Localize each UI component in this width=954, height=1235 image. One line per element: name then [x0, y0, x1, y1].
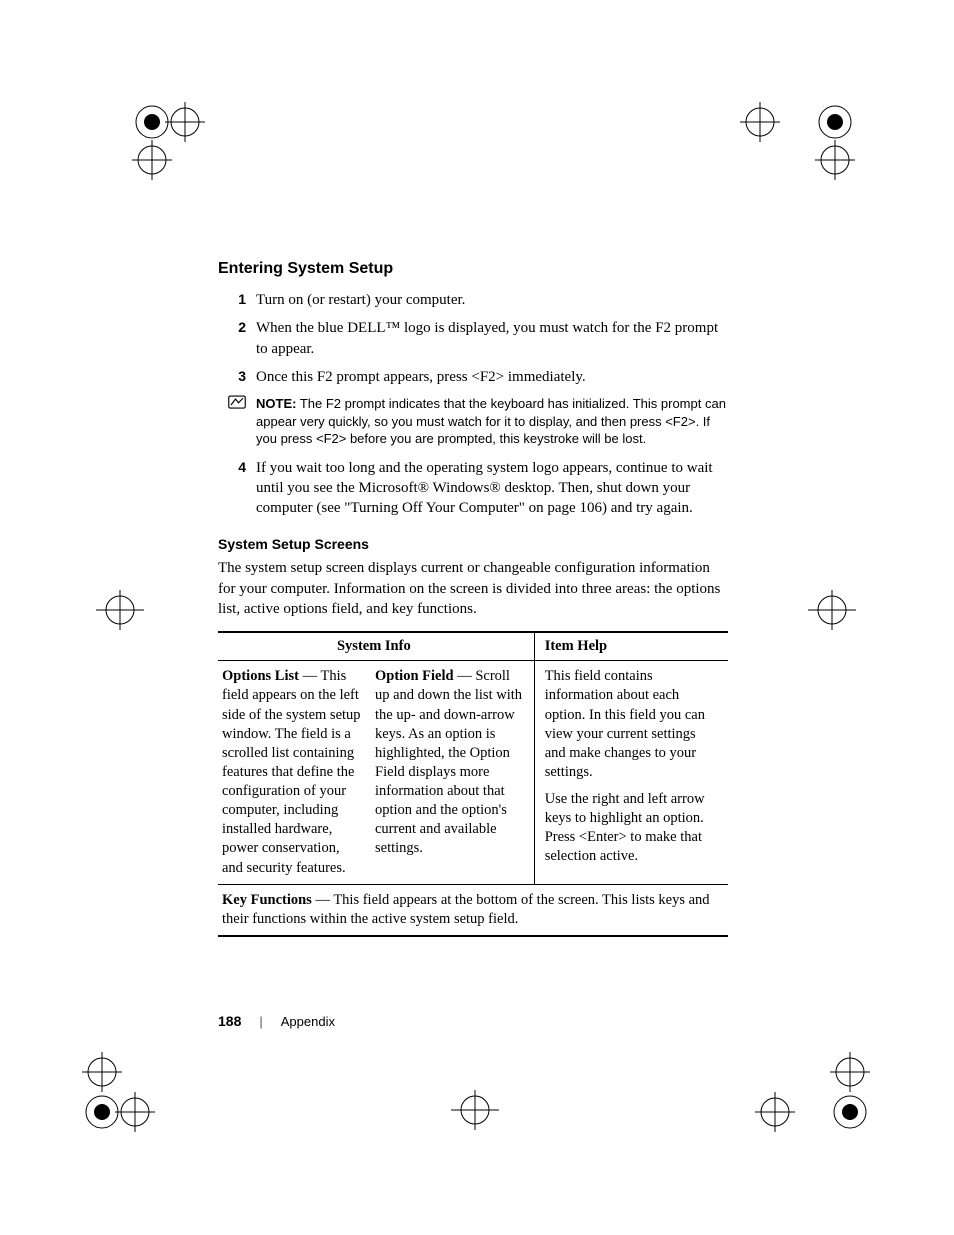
note-text: The F2 prompt indicates that the keyboar… — [256, 396, 726, 446]
table-row: Options List — This field appears on the… — [218, 661, 728, 884]
step-2: 2 When the blue DELL™ logo is displayed,… — [218, 318, 728, 359]
note-label: NOTE: — [256, 396, 296, 411]
regmark-top-right — [740, 100, 860, 195]
option-field-text: — Scroll up and down the list with the u… — [375, 668, 522, 856]
table-header-itemhelp: Item Help — [534, 632, 728, 661]
step-4: 4 If you wait too long and the operating… — [218, 458, 728, 519]
numbered-steps-cont: 4 If you wait too long and the operating… — [218, 458, 728, 519]
note-body: NOTE: The F2 prompt indicates that the k… — [256, 395, 728, 448]
page-number: 188 — [218, 1013, 241, 1029]
option-field-label: Option Field — [375, 668, 454, 684]
table-header-sysinfo: System Info — [218, 632, 534, 661]
cell-item-help: This field contains information about ea… — [534, 661, 728, 884]
sub-heading: System Setup Screens — [218, 536, 728, 552]
key-functions-label: Key Functions — [222, 892, 312, 908]
step-text: When the blue DELL™ logo is displayed, y… — [256, 318, 728, 359]
step-number: 3 — [218, 367, 256, 387]
regmark-bottom-right — [755, 1050, 875, 1145]
note-icon — [218, 395, 256, 448]
regmark-top-left — [130, 100, 220, 195]
step-number: 1 — [218, 290, 256, 310]
intro-paragraph: The system setup screen displays current… — [218, 558, 728, 619]
cell-key-functions: Key Functions — This field appears at th… — [218, 884, 728, 936]
step-1: 1 Turn on (or restart) your computer. — [218, 290, 728, 310]
numbered-steps: 1 Turn on (or restart) your computer. 2 … — [218, 290, 728, 387]
table-row-keyfn: Key Functions — This field appears at th… — [218, 884, 728, 936]
step-number: 2 — [218, 318, 256, 359]
page-footer: 188 | Appendix — [218, 1013, 335, 1029]
options-list-text: — This field appears on the left side of… — [222, 668, 361, 875]
step-number: 4 — [218, 458, 256, 519]
step-text: Turn on (or restart) your computer. — [256, 290, 465, 310]
item-help-p1: This field contains information about ea… — [545, 667, 720, 782]
page-content: Entering System Setup 1 Turn on (or rest… — [218, 260, 728, 937]
cell-option-field: Option Field — Scroll up and down the li… — [371, 661, 534, 884]
step-text: Once this F2 prompt appears, press <F2> … — [256, 367, 586, 387]
item-help-p2: Use the right and left arrow keys to hig… — [545, 790, 720, 867]
regmark-mid-right — [802, 590, 862, 635]
regmark-bottom-center — [445, 1090, 505, 1135]
cell-options-list: Options List — This field appears on the… — [218, 661, 371, 884]
step-text: If you wait too long and the operating s… — [256, 458, 728, 519]
options-list-label: Options List — [222, 668, 299, 684]
footer-section: Appendix — [281, 1014, 335, 1029]
regmark-bottom-left — [80, 1050, 170, 1145]
step-3: 3 Once this F2 prompt appears, press <F2… — [218, 367, 728, 387]
footer-separator: | — [259, 1014, 262, 1029]
section-heading: Entering System Setup — [218, 260, 728, 278]
regmark-mid-left — [90, 590, 150, 635]
system-setup-table: System Info Item Help Options List — Thi… — [218, 631, 728, 937]
note-block: NOTE: The F2 prompt indicates that the k… — [218, 395, 728, 448]
